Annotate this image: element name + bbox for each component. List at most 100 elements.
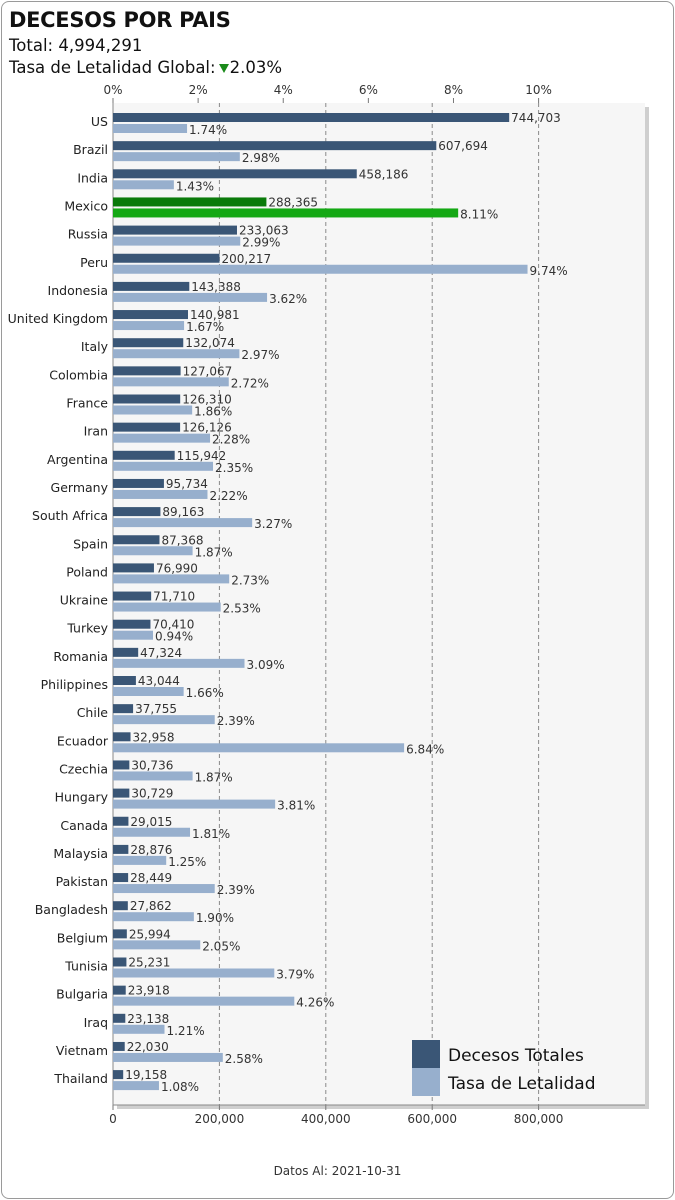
deaths-value-label: 200,217 xyxy=(222,252,272,266)
rate-bar xyxy=(113,884,215,894)
rate-value-label: 2.97% xyxy=(241,348,279,362)
deaths-bar xyxy=(113,197,267,207)
x-bottom-tick-label: 400,000 xyxy=(301,1112,351,1126)
deaths-value-label: 71,710 xyxy=(153,590,195,604)
deaths-value-label: 140,981 xyxy=(190,308,240,322)
category-label: United Kingdom xyxy=(8,311,108,326)
rate-value-label: 1.86% xyxy=(194,405,232,419)
rate-bar xyxy=(113,687,184,696)
category-label: Italy xyxy=(81,339,109,354)
deaths-value-label: 458,186 xyxy=(359,167,409,181)
deaths-value-label: 115,942 xyxy=(177,449,227,463)
deaths-value-label: 132,074 xyxy=(185,336,235,350)
rate-bar xyxy=(113,433,211,443)
rate-bar xyxy=(113,518,253,528)
category-label: Brazil xyxy=(73,142,108,157)
deaths-bar xyxy=(113,366,181,376)
category-label: Bulgaria xyxy=(56,987,108,1002)
deaths-bar xyxy=(113,225,237,235)
x-top-tick-label: 0% xyxy=(103,83,122,97)
deaths-bar xyxy=(113,1070,124,1080)
rate-value-label: 8.11% xyxy=(460,207,498,221)
deaths-value-label: 30,729 xyxy=(131,787,173,801)
category-label: Pakistan xyxy=(56,874,108,889)
rate-value-label: 1.67% xyxy=(186,320,224,334)
total-value: 4,994,291 xyxy=(58,36,143,55)
category-label: Belgium xyxy=(57,930,108,945)
deaths-bar xyxy=(113,1041,125,1051)
x-bottom-tick-label: 600,000 xyxy=(407,1112,457,1126)
deaths-bar xyxy=(113,929,127,939)
category-label: France xyxy=(66,396,108,411)
deaths-bar xyxy=(113,563,154,573)
deaths-bar xyxy=(113,1013,126,1023)
trend-down-icon xyxy=(218,63,229,73)
rate-bar xyxy=(113,715,215,725)
deaths-bar xyxy=(113,310,189,320)
deaths-value-label: 143,388 xyxy=(191,280,241,294)
deaths-value-label: 29,015 xyxy=(130,815,172,829)
deaths-bar xyxy=(113,760,130,770)
data-date-label: Datos Al: xyxy=(273,1164,328,1178)
rate-value-label: 1.08% xyxy=(161,1080,199,1094)
rate-bar xyxy=(113,377,229,387)
rate-bar xyxy=(113,546,193,556)
rate-value-label: 2.39% xyxy=(217,883,255,897)
rate-value-label: 2.05% xyxy=(202,939,240,953)
category-label: Indonesia xyxy=(48,283,108,298)
total-label: Total: xyxy=(9,36,54,55)
category-label: Canada xyxy=(60,818,108,833)
rate-bar xyxy=(113,1052,223,1062)
deaths-bar xyxy=(113,647,139,657)
deaths-bar xyxy=(113,732,131,742)
category-label: Peru xyxy=(80,255,108,270)
rate-bar xyxy=(113,799,276,809)
rate-bar xyxy=(113,124,188,133)
rate-value-label: 6.84% xyxy=(406,742,444,756)
category-label: Iran xyxy=(84,424,108,439)
category-label: Mexico xyxy=(64,198,108,213)
x-bottom-tick-label: 800,000 xyxy=(514,1112,564,1126)
rate-bar xyxy=(113,968,275,978)
deaths-value-label: 744,703 xyxy=(511,111,561,125)
rate-value-label: 2.98% xyxy=(242,151,280,165)
deaths-value-label: 89,163 xyxy=(162,505,204,519)
rate-value-label: 2.99% xyxy=(242,236,280,250)
global-rate-label: Tasa de Letalidad Global: xyxy=(9,58,216,77)
category-label: Ecuador xyxy=(57,733,109,748)
deaths-value-label: 28,876 xyxy=(130,843,172,857)
deaths-value-label: 22,030 xyxy=(127,1040,169,1054)
rate-value-label: 3.81% xyxy=(277,799,315,813)
deaths-value-label: 288,365 xyxy=(268,195,318,209)
rate-bar xyxy=(113,489,208,499)
rate-bar xyxy=(113,771,193,781)
deaths-value-label: 25,994 xyxy=(129,927,171,941)
rate-value-label: 0.94% xyxy=(155,630,193,644)
deaths-bar xyxy=(113,169,357,179)
deaths-value-label: 76,990 xyxy=(156,561,198,575)
rate-value-label: 4.26% xyxy=(296,996,334,1010)
category-label: Russia xyxy=(68,227,108,242)
deaths-value-label: 23,918 xyxy=(128,984,170,998)
category-label: Iraq xyxy=(84,1015,108,1030)
rate-value-label: 2.72% xyxy=(231,376,269,390)
rate-value-label: 2.58% xyxy=(225,1052,263,1066)
category-label: Tunisia xyxy=(64,959,108,974)
rate-bar xyxy=(113,827,191,837)
rate-value-label: 3.62% xyxy=(269,292,307,306)
deaths-bar xyxy=(113,676,136,685)
deaths-value-label: 25,231 xyxy=(128,956,170,970)
deaths-value-label: 126,126 xyxy=(182,421,232,435)
deaths-value-label: 32,958 xyxy=(133,730,175,744)
rate-value-label: 1.74% xyxy=(189,123,227,137)
category-label: Germany xyxy=(51,480,109,495)
rate-bar xyxy=(113,292,268,302)
rate-value-label: 2.73% xyxy=(231,573,269,587)
rate-value-label: 2.28% xyxy=(212,433,250,447)
rate-value-label: 1.81% xyxy=(192,827,230,841)
deaths-value-label: 27,862 xyxy=(130,899,172,913)
deaths-bar xyxy=(113,478,164,488)
deaths-value-label: 607,694 xyxy=(438,139,488,153)
rate-bar xyxy=(113,264,528,274)
category-label: Ukraine xyxy=(60,593,109,608)
